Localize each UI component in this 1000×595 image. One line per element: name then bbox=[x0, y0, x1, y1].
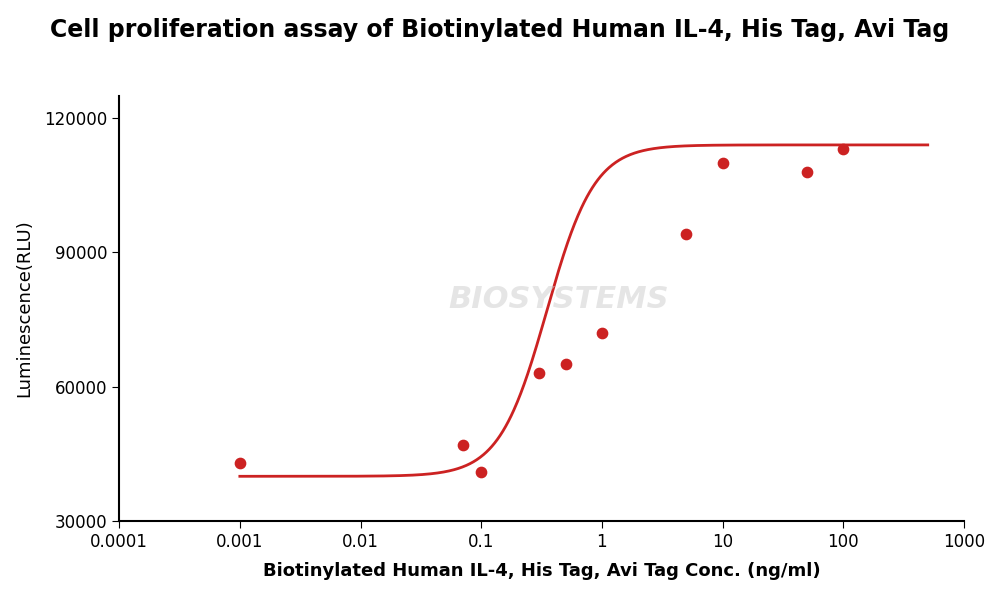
Point bbox=[835, 145, 851, 154]
Point bbox=[799, 167, 815, 177]
Y-axis label: Luminescence(RLU): Luminescence(RLU) bbox=[15, 220, 33, 397]
Text: BIOSYSTEMS: BIOSYSTEMS bbox=[448, 286, 669, 314]
Point bbox=[232, 458, 248, 468]
X-axis label: Biotinylated Human IL-4, His Tag, Avi Tag Conc. (ng/ml): Biotinylated Human IL-4, His Tag, Avi Ta… bbox=[263, 562, 820, 580]
Point bbox=[531, 368, 547, 378]
Text: Cell proliferation assay of Biotinylated Human IL-4, His Tag, Avi Tag: Cell proliferation assay of Biotinylated… bbox=[50, 18, 950, 42]
Point bbox=[678, 230, 694, 239]
Point bbox=[715, 158, 731, 168]
Point bbox=[455, 440, 471, 450]
Point bbox=[558, 359, 574, 369]
Point bbox=[473, 467, 489, 477]
Point bbox=[594, 328, 610, 338]
